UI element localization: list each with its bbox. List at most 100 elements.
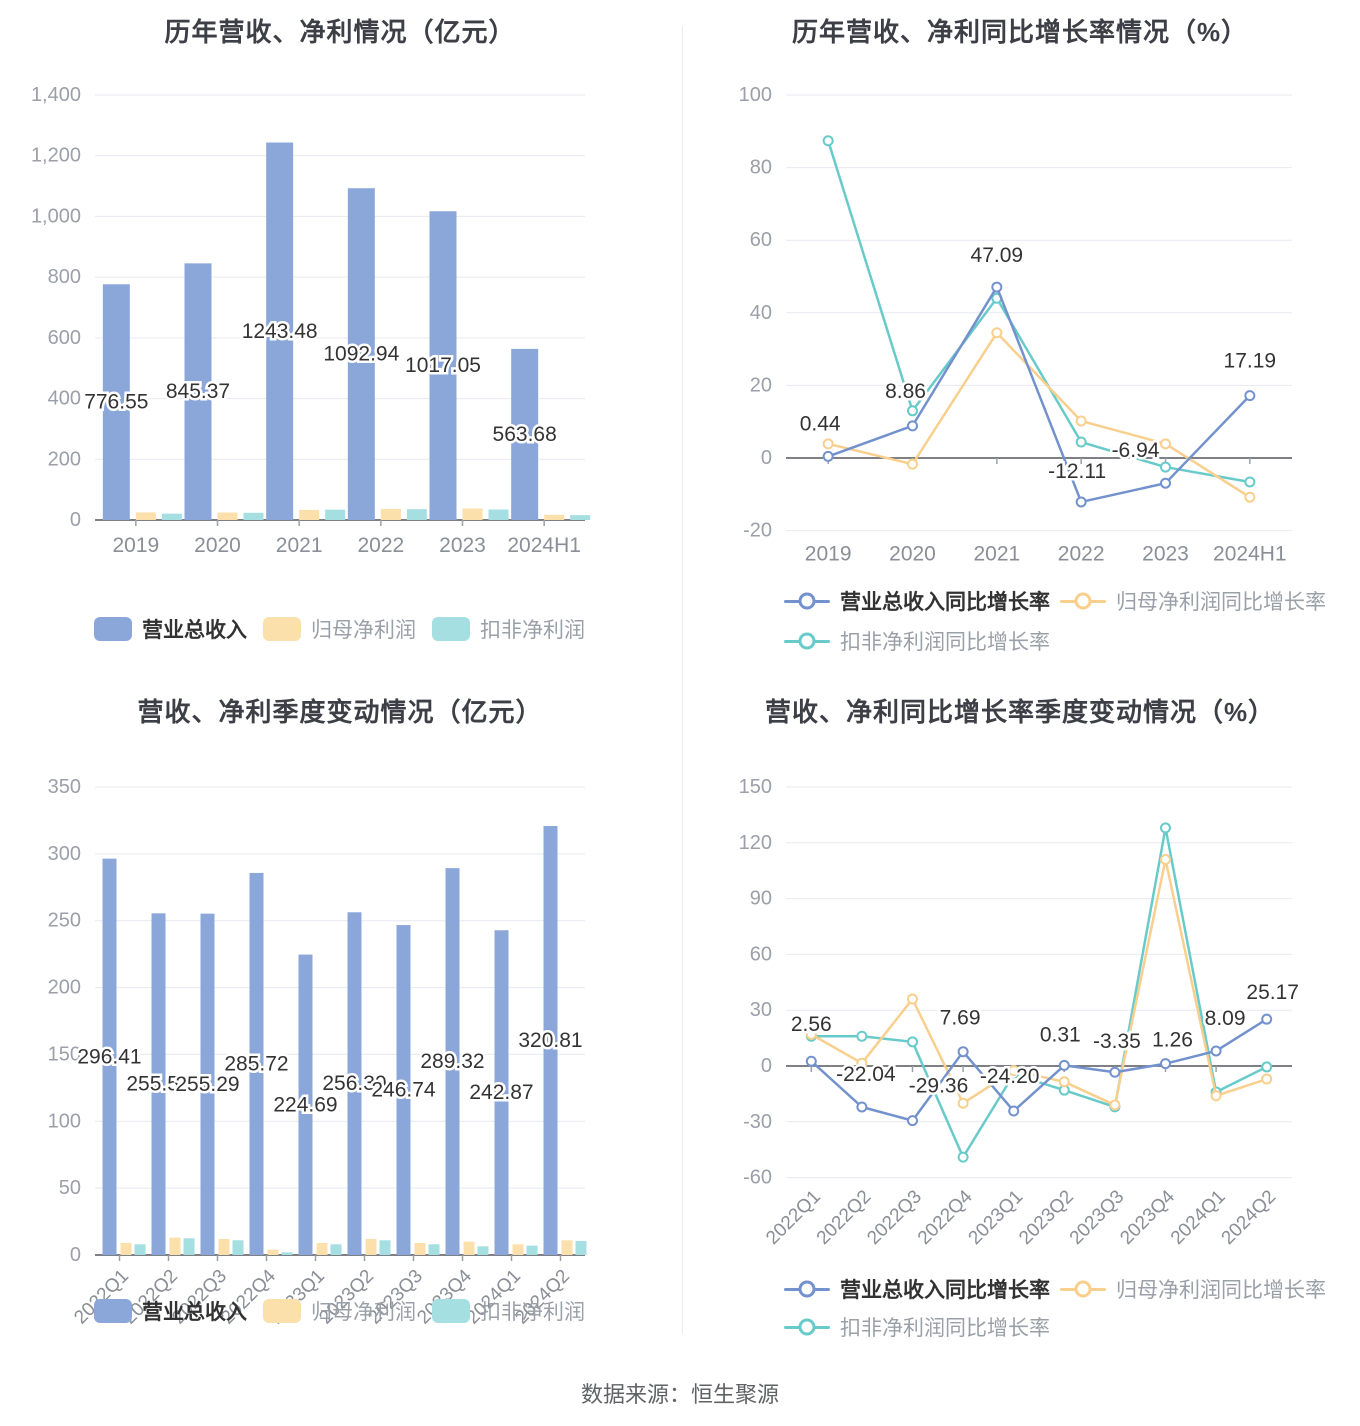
legend-item-扣非净利润[interactable]: 扣非净利润 [432, 1296, 585, 1326]
net-profit-growth-point[interactable] [1261, 1073, 1273, 1085]
net-profit-growth-point[interactable] [907, 993, 918, 1005]
non-recurring-growth-point[interactable] [1160, 461, 1171, 473]
net-profit-bar[interactable] [380, 508, 401, 520]
non-recurring-growth-point[interactable] [822, 135, 834, 147]
net-profit-bar[interactable] [135, 512, 156, 520]
revenue-bar[interactable] [543, 826, 558, 1255]
revenue-bar[interactable] [151, 913, 166, 1255]
non-recurring-profit-bar[interactable] [161, 513, 182, 520]
legend-item-营业总收入[interactable]: 营业总收入 [94, 1296, 247, 1326]
revenue-growth-point[interactable] [1109, 1066, 1121, 1078]
revenue-growth-point[interactable] [991, 281, 1003, 293]
non-recurring-profit-bar[interactable] [406, 509, 427, 520]
revenue-growth-point[interactable] [822, 450, 834, 462]
net-profit-bar[interactable] [299, 509, 320, 520]
net-profit-bar[interactable] [218, 1238, 230, 1255]
net-profit-bar[interactable] [267, 1249, 279, 1255]
revenue-growth-point[interactable] [1160, 1058, 1171, 1070]
net-profit-growth-point[interactable] [1210, 1090, 1222, 1102]
non-recurring-growth-point[interactable] [957, 1151, 969, 1163]
revenue-growth-point[interactable] [1008, 1105, 1020, 1117]
non-recurring-profit-bar[interactable] [243, 512, 264, 520]
revenue-bar[interactable] [298, 954, 313, 1255]
legend-item-扣非净利润同比增长率[interactable]: 扣非净利润同比增长率 [784, 1312, 1050, 1342]
revenue-growth-point[interactable] [805, 1055, 817, 1067]
legend-item-扣非净利润[interactable]: 扣非净利润 [432, 614, 585, 644]
non-recurring-profit-bar[interactable] [575, 1240, 587, 1255]
net-profit-bar[interactable] [120, 1242, 132, 1255]
legend-item-归母净利润同比增长率[interactable]: 归母净利润同比增长率 [1060, 1274, 1326, 1304]
revenue-bar[interactable] [266, 142, 294, 520]
revenue-growth-point[interactable] [856, 1101, 868, 1113]
revenue-bar[interactable] [102, 858, 117, 1255]
non-recurring-growth-point[interactable] [907, 1036, 918, 1048]
revenue-bar[interactable] [445, 868, 460, 1255]
net-profit-growth-point[interactable] [957, 1097, 969, 1109]
revenue-bar[interactable] [249, 872, 264, 1255]
legend-item-营业总收入[interactable]: 营业总收入 [94, 614, 247, 644]
net-profit-bar[interactable] [316, 1242, 328, 1255]
legend-item-营业总收入同比增长率[interactable]: 营业总收入同比增长率 [784, 586, 1050, 616]
net-profit-growth-point[interactable] [805, 1028, 817, 1040]
revenue-growth-point[interactable] [1160, 477, 1171, 489]
non-recurring-profit-bar[interactable] [379, 1240, 391, 1255]
revenue-bar[interactable] [494, 930, 509, 1255]
net-profit-bar[interactable] [544, 514, 565, 520]
legend-item-营业总收入同比增长率[interactable]: 营业总收入同比增长率 [784, 1274, 1050, 1304]
revenue-growth-point[interactable] [1210, 1045, 1222, 1057]
revenue-growth-point[interactable] [1244, 390, 1256, 402]
non-recurring-growth-point[interactable] [856, 1030, 868, 1042]
net-profit-growth-point[interactable] [1109, 1099, 1121, 1111]
revenue-bar[interactable] [347, 912, 362, 1255]
non-recurring-growth-point[interactable] [1075, 436, 1087, 448]
net-profit-growth-point[interactable] [1244, 491, 1256, 503]
net-profit-growth-point[interactable] [991, 327, 1003, 339]
revenue-growth-point[interactable] [957, 1046, 969, 1058]
net-profit-bar[interactable] [217, 512, 238, 520]
net-profit-bar[interactable] [414, 1242, 426, 1255]
net-profit-growth-point[interactable] [1160, 854, 1171, 866]
net-profit-growth-point[interactable] [856, 1057, 868, 1069]
non-recurring-growth-point[interactable] [1261, 1061, 1273, 1073]
non-recurring-profit-bar[interactable] [570, 515, 591, 520]
net-profit-growth-point[interactable] [1008, 1065, 1020, 1077]
non-recurring-growth-point[interactable] [907, 405, 918, 417]
revenue-bar[interactable] [200, 913, 215, 1255]
revenue-growth-point[interactable] [907, 420, 918, 432]
revenue-growth-point[interactable] [1058, 1059, 1070, 1071]
legend-item-归母净利润[interactable]: 归母净利润 [263, 614, 416, 644]
non-recurring-profit-bar[interactable] [428, 1244, 440, 1255]
non-recurring-profit-bar[interactable] [330, 1244, 342, 1255]
net-profit-growth-point[interactable] [1075, 415, 1087, 427]
net-profit-growth-point[interactable] [1058, 1076, 1070, 1088]
revenue-bar[interactable] [511, 348, 539, 520]
net-profit-bar[interactable] [169, 1237, 181, 1255]
revenue-growth-point[interactable] [1261, 1013, 1273, 1025]
net-profit-bar[interactable] [512, 1244, 524, 1255]
revenue-bar[interactable] [429, 211, 457, 520]
legend-item-扣非净利润同比增长率[interactable]: 扣非净利润同比增长率 [784, 626, 1050, 656]
revenue-bar[interactable] [102, 284, 130, 520]
non-recurring-profit-bar[interactable] [183, 1238, 195, 1255]
non-recurring-profit-bar[interactable] [477, 1246, 489, 1255]
revenue-bar[interactable] [184, 263, 212, 520]
legend-item-归母净利润[interactable]: 归母净利润 [263, 1296, 416, 1326]
non-recurring-profit-bar[interactable] [281, 1252, 293, 1255]
net-profit-growth-point[interactable] [822, 438, 834, 450]
net-profit-bar[interactable] [561, 1240, 573, 1255]
non-recurring-profit-bar[interactable] [526, 1245, 538, 1255]
net-profit-bar[interactable] [463, 1241, 475, 1255]
non-recurring-profit-bar[interactable] [488, 509, 509, 520]
non-recurring-profit-bar[interactable] [134, 1244, 146, 1255]
legend-item-归母净利润同比增长率[interactable]: 归母净利润同比增长率 [1060, 586, 1326, 616]
net-profit-growth-point[interactable] [1160, 438, 1171, 450]
net-profit-bar[interactable] [365, 1238, 377, 1255]
revenue-bar[interactable] [347, 188, 375, 520]
revenue-growth-point[interactable] [907, 1115, 918, 1127]
revenue-bar[interactable] [396, 925, 411, 1255]
revenue-growth-point[interactable] [1075, 496, 1087, 508]
non-recurring-profit-bar[interactable] [232, 1240, 244, 1255]
non-recurring-profit-bar[interactable] [325, 509, 346, 520]
non-recurring-growth-point[interactable] [1244, 476, 1256, 488]
net-profit-bar[interactable] [462, 508, 483, 520]
